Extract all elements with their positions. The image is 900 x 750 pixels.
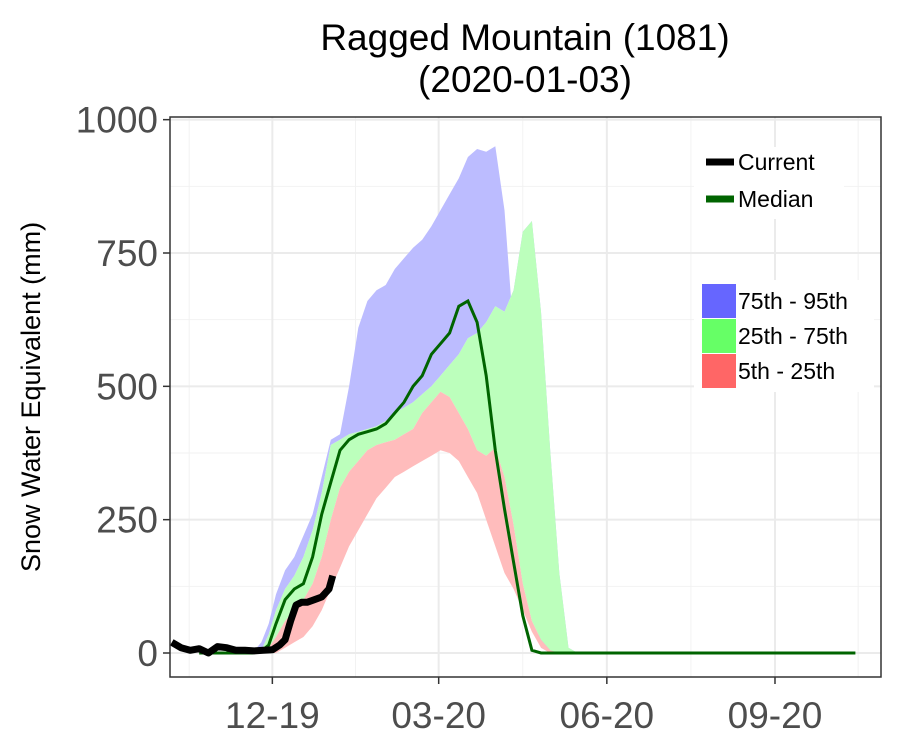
y-axis-label: Snow Water Equivalent (mm) xyxy=(16,222,46,572)
y-tick-label: 0 xyxy=(137,633,158,674)
legend-line-label: Median xyxy=(738,186,813,212)
percentile-bands xyxy=(199,146,856,654)
legend-band-label: 25th - 75th xyxy=(738,323,848,349)
x-tick-label: 09-20 xyxy=(728,695,823,736)
legend-band-swatch xyxy=(702,319,736,353)
y-tick-label: 500 xyxy=(96,366,158,407)
legend-line-label: Current xyxy=(738,149,815,175)
current-line xyxy=(170,574,337,657)
y-tick-label: 750 xyxy=(96,233,158,274)
axis-ticks: 0 250 500 750 1000 12-19 03-20 06-20 09-20 xyxy=(76,100,823,736)
median-line xyxy=(199,298,856,655)
legend-band-swatch xyxy=(702,284,736,318)
band-5-25 xyxy=(199,391,856,653)
series-lines xyxy=(170,298,856,657)
x-tick-label: 06-20 xyxy=(560,695,655,736)
x-tick-label: 03-20 xyxy=(391,695,486,736)
legend-band-swatch xyxy=(702,354,736,388)
chart-title: Ragged Mountain (1081) xyxy=(320,17,730,58)
plot-border xyxy=(169,116,882,678)
legends: Current Median 75th - 95th 25th - 75th 5th -… xyxy=(694,147,874,392)
y-tick-label: 1000 xyxy=(76,100,158,141)
x-tick-label: 12-19 xyxy=(225,695,320,736)
chart-subtitle: (2020-01-03) xyxy=(418,59,632,100)
band-25-75 xyxy=(199,221,856,653)
legend-band-label: 5th - 25th xyxy=(738,358,835,384)
legend-band-label: 75th - 95th xyxy=(738,288,848,314)
y-tick-label: 250 xyxy=(96,500,158,541)
